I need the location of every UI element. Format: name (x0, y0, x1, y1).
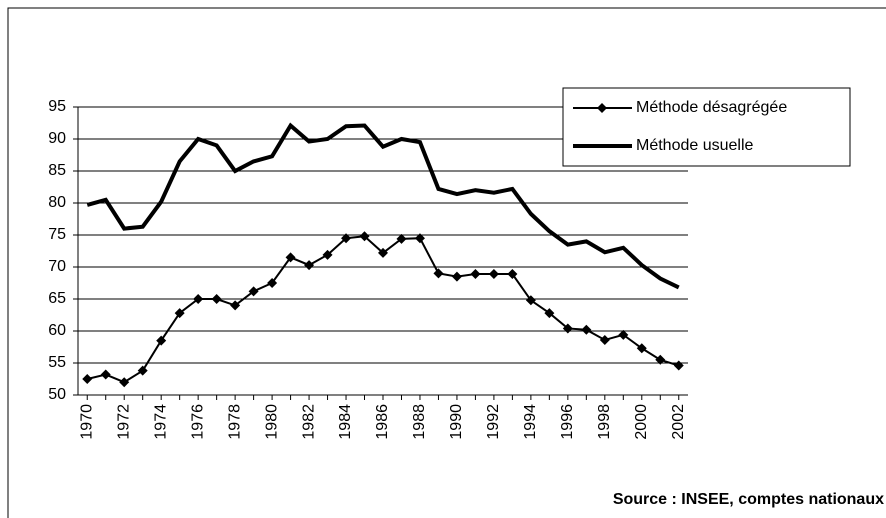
point-marker (673, 360, 684, 371)
point-marker (230, 300, 241, 311)
x-tick-label: 1996 (559, 404, 576, 440)
x-tick-label: 1994 (522, 404, 539, 440)
point-marker (119, 377, 130, 388)
x-tick-label: 1972 (115, 404, 132, 440)
point-marker (396, 233, 407, 244)
y-tick-label: 50 (48, 386, 66, 403)
point-marker (636, 343, 647, 354)
x-tick-label: 1986 (374, 404, 391, 440)
y-tick-label: 75 (48, 226, 66, 243)
legend-label: Méthode désagrégée (636, 99, 787, 116)
point-marker (562, 323, 573, 334)
y-tick-label: 80 (48, 194, 66, 211)
point-marker (211, 294, 222, 304)
point-marker (581, 324, 592, 335)
x-tick-label: 1974 (152, 404, 169, 440)
point-marker (488, 269, 499, 280)
y-tick-label: 85 (48, 162, 66, 179)
point-marker (618, 329, 629, 340)
y-tick-label: 90 (48, 130, 66, 147)
y-tick-label: 95 (48, 98, 66, 115)
point-marker (137, 365, 148, 376)
point-marker (174, 308, 185, 319)
x-tick-label: 1978 (226, 404, 243, 440)
x-tick-label: 1982 (300, 404, 317, 440)
x-tick-label: 1990 (448, 404, 465, 440)
point-marker (248, 286, 259, 297)
point-marker (525, 295, 536, 306)
point-marker (285, 252, 296, 263)
point-marker (341, 233, 352, 244)
point-marker (378, 247, 388, 258)
y-tick-label: 65 (48, 290, 66, 307)
point-marker (655, 354, 666, 365)
point-marker (193, 294, 204, 304)
point-marker (267, 278, 278, 288)
point-marker (322, 249, 333, 260)
x-tick-label: 1992 (485, 404, 502, 440)
point-marker (414, 233, 425, 244)
point-marker (156, 335, 167, 346)
x-tick-label: 1976 (189, 404, 206, 440)
legend-label: Méthode usuelle (636, 137, 754, 154)
x-tick-label: 2000 (633, 404, 650, 440)
point-marker (599, 334, 610, 345)
x-tick-label: 2002 (670, 404, 687, 440)
point-marker (433, 268, 444, 279)
source-note: Source : INSEE, comptes nationaux (613, 491, 884, 508)
legend-marker (597, 103, 607, 113)
x-tick-label: 1998 (596, 404, 613, 440)
point-marker (359, 231, 370, 242)
point-marker (82, 374, 93, 384)
point-marker (304, 260, 315, 271)
series-line (86, 122, 680, 290)
x-tick-label: 1980 (263, 404, 280, 440)
point-marker (100, 369, 111, 380)
x-tick-label: 1970 (78, 404, 95, 440)
x-tick-label: 1988 (411, 404, 428, 440)
point-marker (470, 269, 481, 280)
y-tick-label: 70 (48, 258, 66, 275)
legend-box (562, 87, 851, 167)
y-tick-label: 55 (48, 354, 66, 371)
point-marker (507, 269, 518, 280)
x-tick-label: 1984 (337, 404, 354, 440)
y-tick-label: 60 (48, 322, 66, 339)
point-marker (451, 271, 462, 282)
point-marker (544, 308, 555, 319)
frame (7, 7, 886, 518)
